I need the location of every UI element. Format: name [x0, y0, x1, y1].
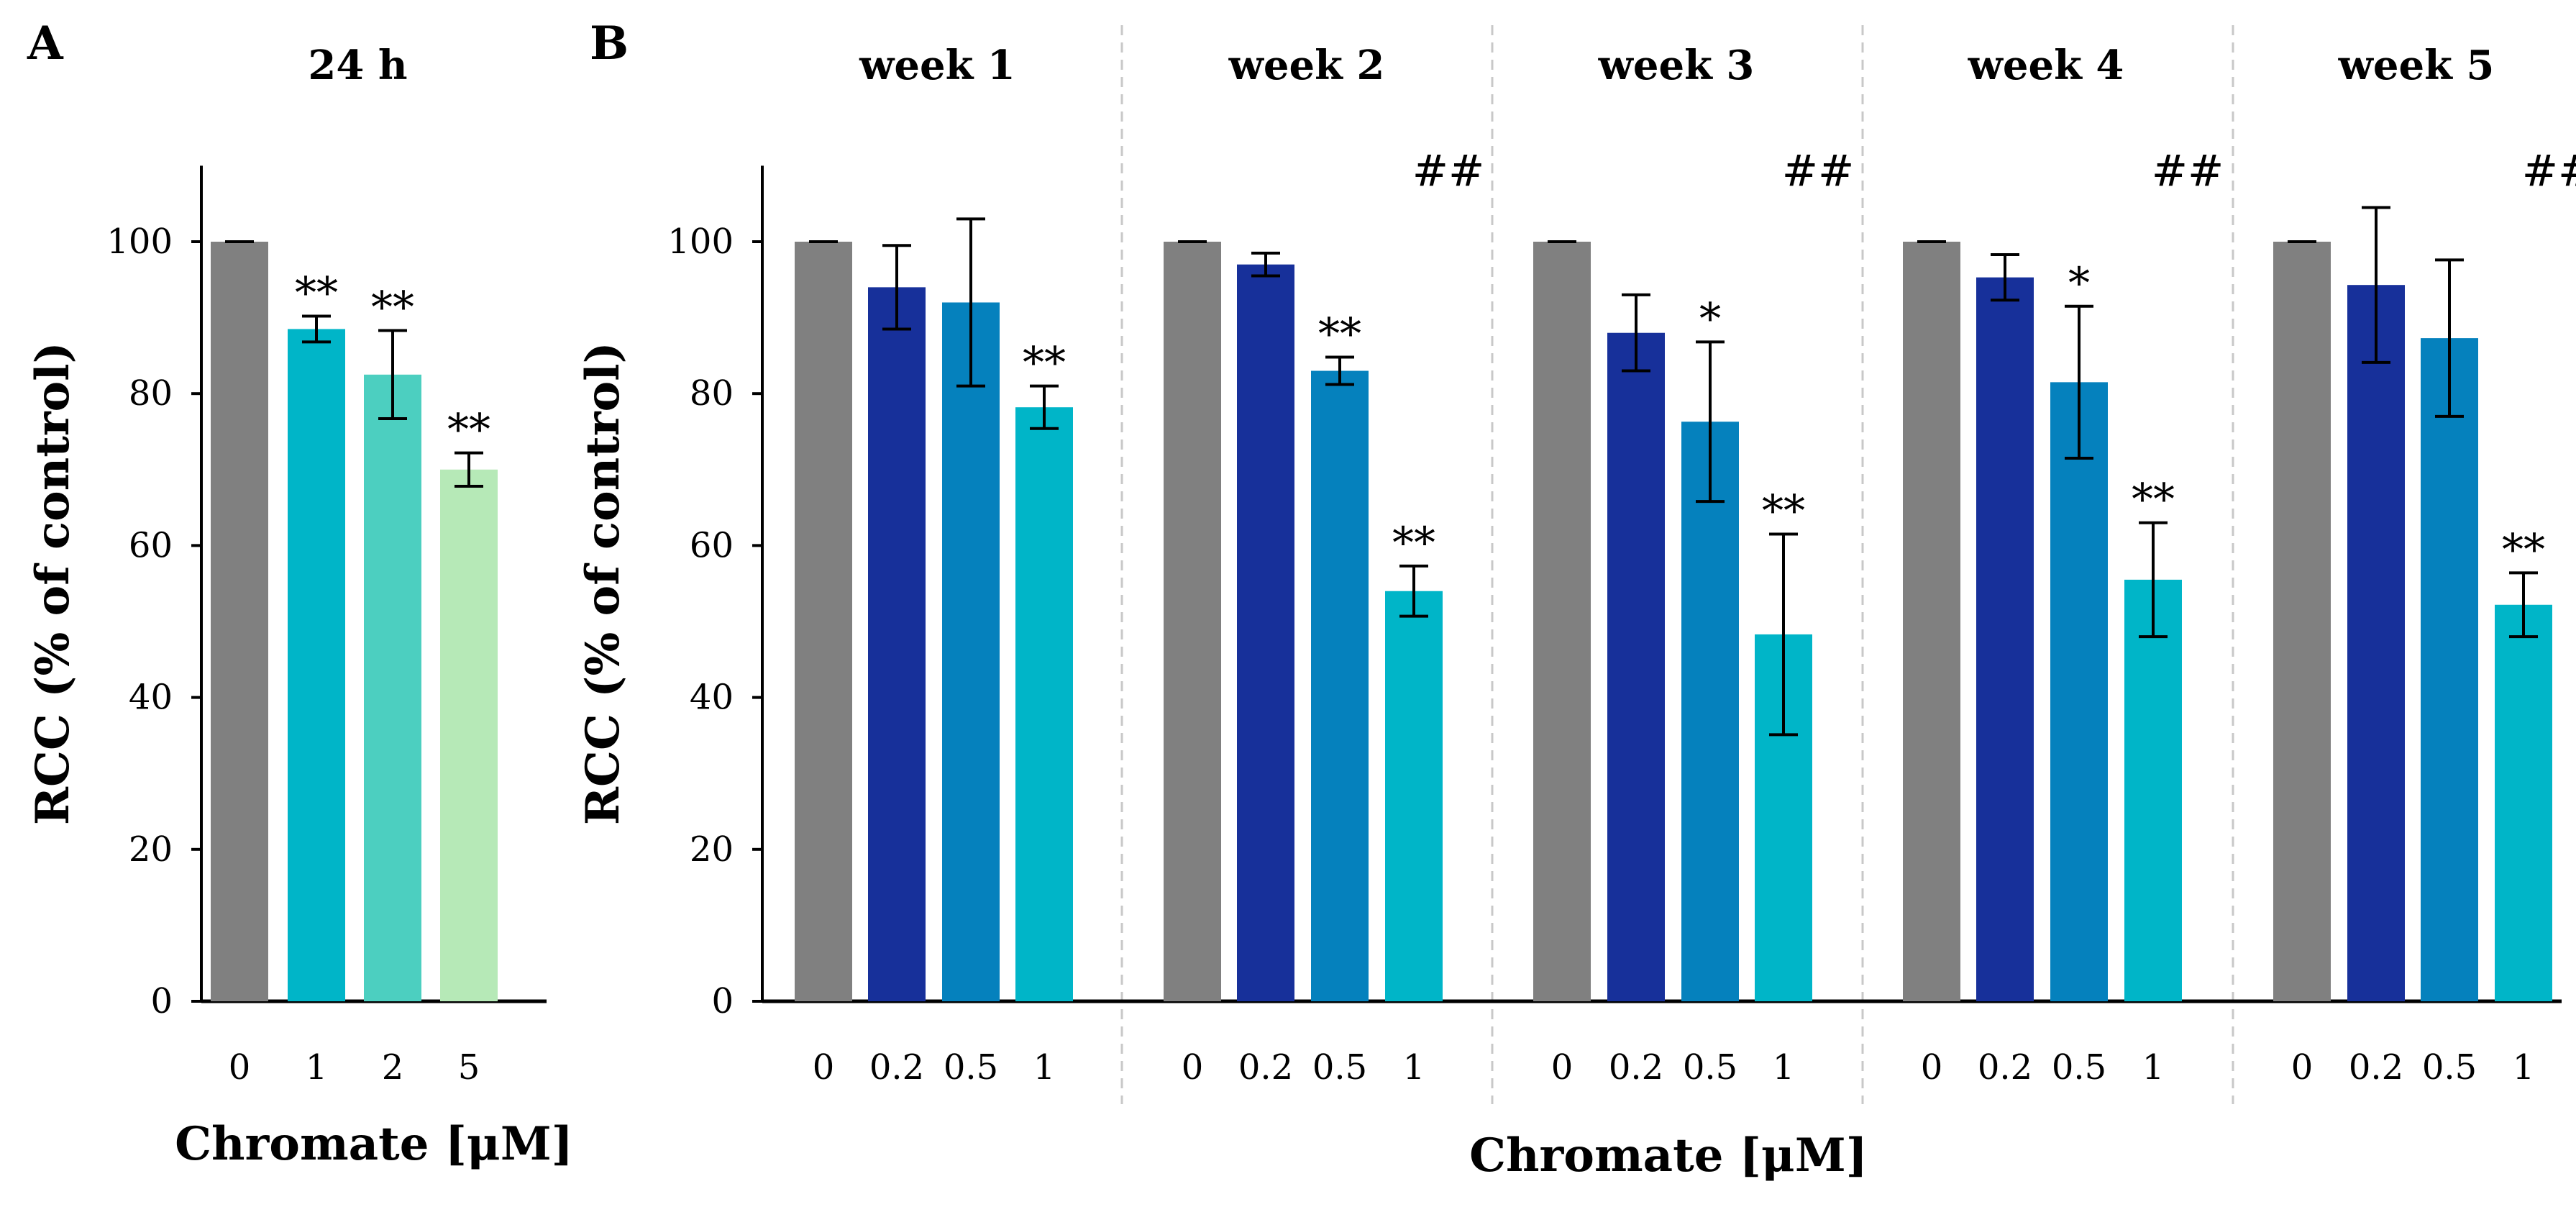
x-tick-label: 1 [1033, 1047, 1056, 1088]
y-tick-label: 0 [711, 981, 734, 1021]
group-title: week 3 [1598, 42, 1755, 89]
x-tick-label: 0 [1921, 1047, 1943, 1088]
bar-significance-label: * [1699, 293, 1721, 344]
y-tick-label: 60 [690, 525, 734, 565]
bar [1385, 591, 1443, 1001]
bar-significance-label: ** [1318, 309, 1361, 360]
bar [2347, 285, 2405, 1001]
x-axis-title: Chromate [μM] [175, 1117, 573, 1171]
bar-significance-label: ** [1762, 486, 1805, 537]
bar-significance-label: ** [1392, 518, 1435, 568]
bar-significance-label: ** [295, 268, 338, 318]
x-tick-label: 5 [458, 1047, 480, 1088]
x-tick-label: 0.5 [2052, 1047, 2106, 1088]
bar [1533, 242, 1591, 1001]
bar [1164, 242, 1221, 1001]
bar [1681, 422, 1739, 1001]
bar-significance-label: * [2068, 258, 2090, 309]
bar [364, 375, 421, 1001]
y-tick-label: 0 [150, 981, 173, 1021]
x-tick-label: 0.5 [944, 1047, 998, 1088]
x-axis-title: Chromate [μM] [1469, 1129, 1868, 1183]
bar [1903, 242, 1960, 1001]
bar [1311, 371, 1369, 1001]
bar-significance-label: ** [2132, 475, 2175, 525]
x-tick-label: 0 [1551, 1047, 1574, 1088]
group-title: week 1 [859, 42, 1015, 89]
x-tick-label: 0 [813, 1047, 835, 1088]
x-tick-label: 1 [1403, 1047, 1425, 1088]
bar [1237, 265, 1294, 1001]
x-tick-label: 0.5 [1683, 1047, 1737, 1088]
x-tick-label: 0.2 [1238, 1047, 1293, 1088]
bar [2124, 580, 2182, 1001]
panel-label: B [590, 17, 629, 70]
x-tick-label: 2 [382, 1047, 404, 1088]
y-tick-label: 100 [667, 222, 734, 262]
bar [2495, 605, 2552, 1001]
x-tick-label: 0 [2291, 1047, 2314, 1088]
bar-significance-label: ** [371, 283, 414, 333]
x-tick-label: 1 [2142, 1047, 2165, 1088]
bar-significance-label: ** [2502, 524, 2545, 575]
bar [1976, 278, 2034, 1001]
figure: A 0 20 40 60 80 100 24 h 0 ** 1 ** 2 ** 5 RCC (% of con… [0, 0, 2576, 1203]
y-tick-label: 20 [690, 829, 734, 870]
y-tick-label: 20 [129, 829, 173, 870]
group-title: week 5 [2338, 42, 2495, 89]
x-tick-label: 1 [2513, 1047, 2535, 1088]
y-axis-title: RCC (% of control) [26, 342, 80, 825]
y-tick-label: 60 [129, 525, 173, 565]
x-tick-label: 1 [1773, 1047, 1795, 1088]
y-tick-label: 80 [690, 373, 734, 414]
chart-svg: A02040608010024 h0**1**2**5RCC (% of con… [0, 0, 2576, 1203]
bar-significance-label: ** [1023, 338, 1066, 388]
bar [211, 242, 268, 1001]
group-title: 24 h [308, 42, 407, 89]
x-tick-label: 0 [1182, 1047, 1204, 1088]
panel-label: A [27, 17, 64, 70]
bar [868, 287, 926, 1001]
bar [2421, 338, 2478, 1001]
x-tick-label: 0.2 [1609, 1047, 1663, 1088]
y-tick-label: 40 [690, 678, 734, 718]
group-significance-label: ## [1412, 146, 1485, 196]
y-tick-label: 80 [129, 373, 173, 414]
x-tick-label: 1 [306, 1047, 328, 1088]
y-tick-label: 40 [129, 678, 173, 718]
y-tick-label: 100 [106, 222, 173, 262]
x-tick-label: 0.2 [869, 1047, 924, 1088]
x-tick-label: 0.5 [1312, 1047, 1367, 1088]
x-tick-label: 0.2 [2349, 1047, 2403, 1088]
group-significance-label: ## [2522, 146, 2576, 196]
group-significance-label: ## [2152, 146, 2224, 196]
bar [1607, 333, 1665, 1001]
bar [2050, 382, 2108, 1001]
group-significance-label: ## [1782, 146, 1855, 196]
x-tick-label: 0.5 [2422, 1047, 2477, 1088]
bar-significance-label: ** [447, 405, 490, 455]
bar [942, 302, 1000, 1001]
bar [1015, 407, 1073, 1001]
bar [440, 470, 498, 1001]
bar [288, 329, 345, 1001]
y-axis-title: RCC (% of control) [576, 342, 630, 825]
bar [2273, 242, 2331, 1001]
bar [795, 242, 852, 1001]
group-title: week 4 [1968, 42, 2124, 89]
x-tick-label: 0.2 [1978, 1047, 2032, 1088]
x-tick-label: 0 [229, 1047, 251, 1088]
group-title: week 2 [1228, 42, 1385, 89]
